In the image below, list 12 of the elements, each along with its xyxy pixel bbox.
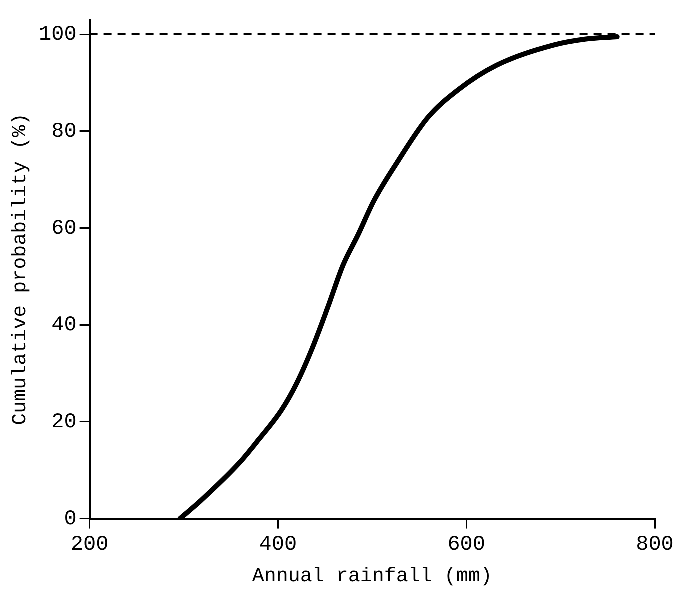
x-tick-label: 200	[70, 534, 109, 557]
y-tick-label: 40	[52, 314, 77, 338]
y-tick-label: 20	[52, 412, 77, 435]
y-axis-title: Cumulative probability (%)	[9, 113, 32, 426]
y-tick-label: 100	[38, 24, 77, 48]
y-tick-label: 0	[64, 508, 77, 532]
x-axis-title: Annual rainfall (mm)	[252, 565, 492, 588]
y-tick-label: 80	[52, 120, 77, 144]
x-tick-label: 800	[636, 534, 674, 557]
y-tick-label: 60	[52, 218, 77, 241]
x-tick-label: 600	[448, 534, 486, 557]
x-tick-label: 400	[259, 534, 298, 557]
